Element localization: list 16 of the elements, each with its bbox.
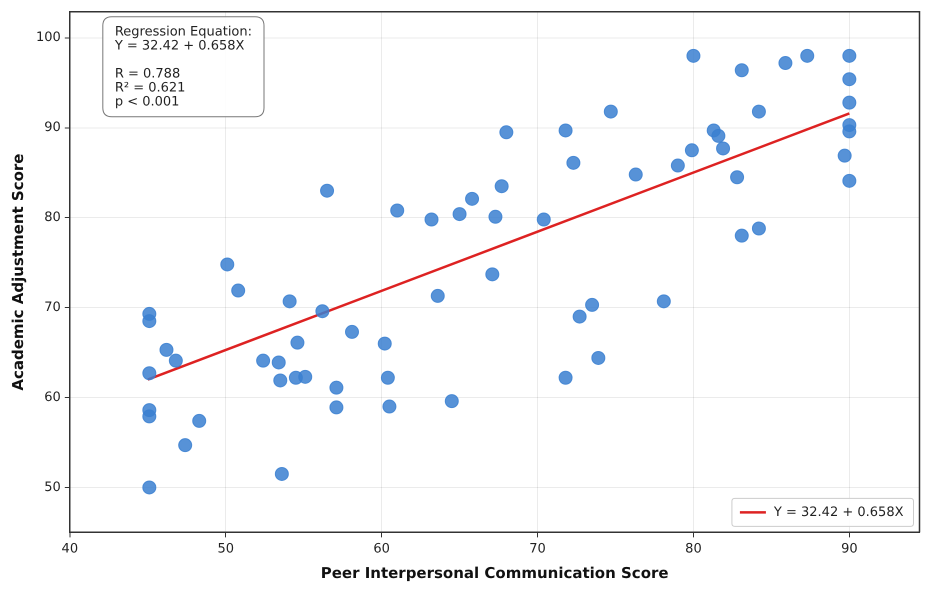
x-axis-title: Peer Interpersonal Communication Score — [320, 564, 669, 582]
y-axis-title: Academic Adjustment Score — [8, 154, 27, 391]
annotation: Regression Equation: Y = 32.42 + 0.658X R = 0.788 R² = 0.621 p < 0.001 — [114, 24, 252, 110]
x-tick-label: 70 — [529, 542, 546, 557]
x-tick-label: 40 — [62, 542, 78, 557]
legend-label: Y = 32.42 + 0.658X — [772, 504, 904, 520]
y-tick-label: 90 — [44, 120, 61, 136]
x-tick-label: 80 — [685, 542, 702, 557]
y-tick-label: 70 — [44, 300, 61, 315]
y-tick-label: 80 — [44, 210, 61, 226]
x-tick-label: 50 — [217, 542, 234, 557]
x-tick-label: 60 — [373, 542, 390, 557]
y-tick-label: 100 — [36, 30, 61, 46]
x-tick-label: 90 — [841, 542, 858, 557]
y-tick-label: 60 — [44, 390, 61, 405]
y-tick-label: 50 — [44, 480, 61, 495]
